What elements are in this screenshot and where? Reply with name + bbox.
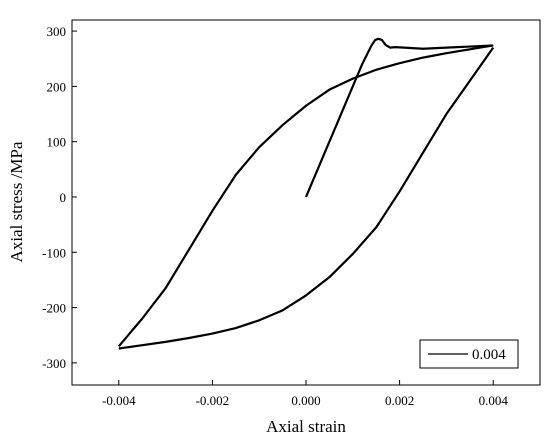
x-tick-label: -0.004 xyxy=(102,393,136,408)
y-tick-label: -200 xyxy=(42,301,66,316)
x-axis-title: Axial strain xyxy=(266,417,346,436)
plot-frame xyxy=(71,19,541,386)
x-tick-label: 0.002 xyxy=(385,393,414,408)
legend: 0.004 xyxy=(419,339,519,369)
series-line-upper-branch xyxy=(117,44,494,348)
y-tick-label: 300 xyxy=(47,24,67,39)
y-axis-title: Axial stress /MPa xyxy=(7,141,26,262)
x-tick-label: -0.002 xyxy=(196,393,230,408)
y-tick-label: -300 xyxy=(42,356,66,371)
y-tick-label: 200 xyxy=(47,79,67,94)
y-tick-label: 0 xyxy=(60,190,67,205)
ticks: -0.004 -0.002 0.000 0.002 0.004 -300 -200 -100 0… xyxy=(42,24,508,408)
hysteresis-curves xyxy=(117,37,495,350)
y-tick-label: 100 xyxy=(47,135,67,150)
x-tick-label: 0.000 xyxy=(291,393,320,408)
y-tick-label: -100 xyxy=(42,245,66,260)
x-tick-label: 0.004 xyxy=(479,393,509,408)
legend-label: 0.004 xyxy=(472,347,506,363)
series-line-initial-loading xyxy=(304,37,494,198)
series-line-lower-branch xyxy=(118,47,495,350)
